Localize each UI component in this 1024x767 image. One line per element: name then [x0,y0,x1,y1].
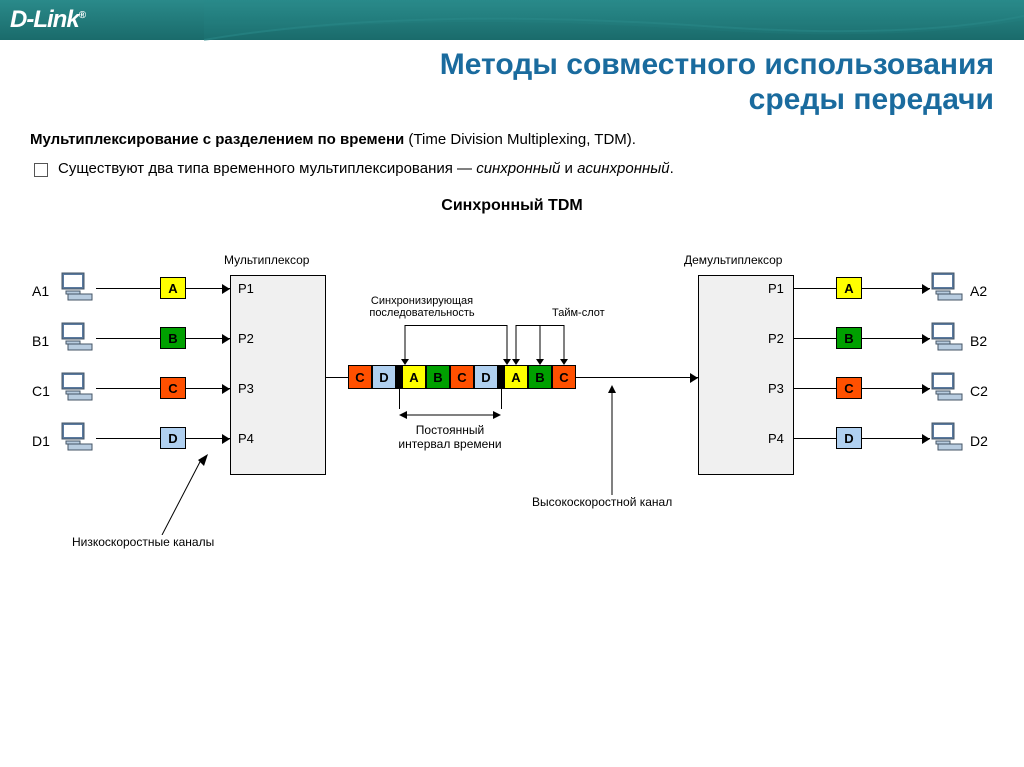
frame-slot: A [504,365,528,389]
computer-icon [930,421,964,454]
frame-slot: A [402,365,426,389]
computer-icon [60,321,94,354]
arrow-down-icon [558,325,570,368]
data-chip: D [836,427,862,449]
computer-icon [930,321,964,354]
bullet-mid: и [560,160,577,177]
port-label: P2 [768,331,784,346]
computer-icon [60,371,94,404]
arrow-down-icon [399,325,411,368]
logo: D-Link® [10,6,85,34]
arrowhead-icon [922,284,930,294]
bullet-marker-icon [34,163,48,177]
bullet-end: . [670,160,674,177]
frame-slot: B [426,365,450,389]
paragraph-1: Мультиплексирование с разделением по вре… [30,131,994,148]
port-label: P3 [238,381,254,396]
frame-slot: C [552,365,576,389]
interval-arrow-icon [399,409,501,424]
port-label: P4 [238,431,254,446]
arrow-up-icon [602,385,622,498]
frame-slot: C [450,365,474,389]
data-chip: A [160,277,186,299]
tick [501,389,502,409]
computer-icon [60,421,94,454]
dest-label: A2 [970,283,987,299]
tdm-diagram: A1 A B1 B C1 C D1 D A2 A B2 B C2 C D2 D Мультиплексор Дем… [32,235,992,595]
frame-slot: C [348,365,372,389]
demux-label: Демультиплексор [684,253,782,267]
sync-label: Синхронизирующаяпоследовательность [352,295,492,319]
para-bold: Мультиплексирование с разделением по вре… [30,131,404,148]
arrowhead-icon [922,384,930,394]
port-label: P1 [238,281,254,296]
arrowhead-icon [222,334,230,344]
arrowhead-icon [690,373,698,383]
arrowhead-icon [222,434,230,444]
line [794,338,930,339]
port-label: P2 [238,331,254,346]
bullet-italic2: асинхронный [577,160,670,177]
line [405,325,507,326]
data-chip: B [836,327,862,349]
computer-icon [930,271,964,304]
mux-label: Мультиплексор [224,253,309,267]
para-rest: (Time Division Multiplexing, TDM). [404,131,636,148]
source-label: D1 [32,433,50,449]
logo-text: D-Link [10,6,79,33]
port-label: P4 [768,431,784,446]
line [516,325,564,326]
content-area: Мультиплексирование с разделением по вре… [0,121,1024,595]
arrow-down-icon [534,325,546,368]
port-label: P1 [768,281,784,296]
source-label: B1 [32,333,49,349]
arrow-diag-icon [152,450,212,538]
diagram-title: Синхронный TDM [30,197,994,215]
port-label: P3 [768,381,784,396]
source-label: C1 [32,383,50,399]
bullet-pre: Существуют два типа временного мультипле… [58,160,476,177]
tick [399,389,400,409]
frame-slot: D [474,365,498,389]
dest-label: B2 [970,333,987,349]
bullet-italic1: синхронный [476,160,560,177]
logo-reg: ® [79,10,85,21]
computer-icon [60,271,94,304]
interval-label: Постоянный интервал времени [389,423,511,451]
arrowhead-icon [922,434,930,444]
frame-strip: CDABCDABC [348,365,576,389]
arrow-down-icon [510,325,522,368]
line [794,288,930,289]
computer-icon [930,371,964,404]
title-line2: среды передачи [0,83,994,118]
data-chip: D [160,427,186,449]
line [794,438,930,439]
arrowhead-icon [222,284,230,294]
line [794,388,930,389]
data-chip: A [836,277,862,299]
bullet-text: Существуют два типа временного мультипле… [58,160,994,177]
arrowhead-icon [922,334,930,344]
source-label: A1 [32,283,49,299]
arrowhead-icon [222,384,230,394]
data-chip: B [160,327,186,349]
data-chip: C [160,377,186,399]
dest-label: C2 [970,383,988,399]
header-swoosh [204,0,1024,80]
frame-slot: B [528,365,552,389]
frame-slot: D [372,365,396,389]
timeslot-label: Тайм-слот [552,307,605,319]
data-chip: C [836,377,862,399]
bullet-item: Существуют два типа временного мультипле… [30,160,994,177]
dest-label: D2 [970,433,988,449]
